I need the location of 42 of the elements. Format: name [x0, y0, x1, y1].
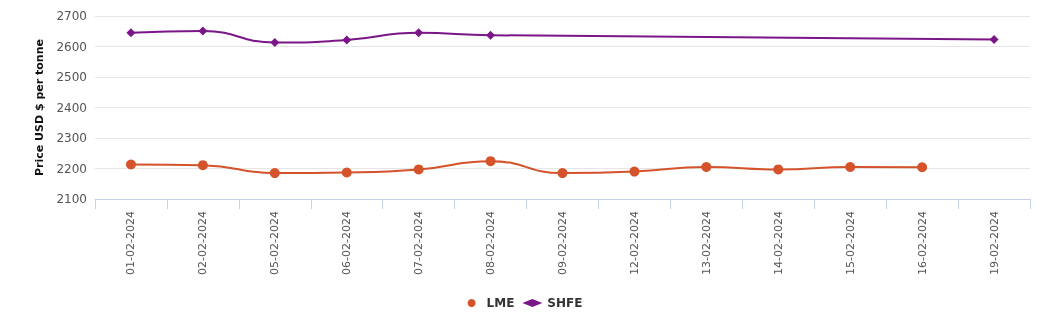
point [269, 168, 280, 179]
point [917, 162, 928, 173]
y-tick-label: 2200 [56, 161, 87, 176]
x-tick-label: 06-02-2024 [340, 211, 354, 275]
y-axis-title: Price USD $ per tonne [33, 39, 46, 176]
point [989, 34, 999, 44]
x-tick-label: 09-02-2024 [556, 211, 569, 275]
point [701, 161, 712, 172]
point [845, 161, 856, 172]
point [413, 164, 424, 175]
point [198, 26, 208, 36]
point [342, 35, 352, 45]
point [485, 156, 496, 167]
point [486, 30, 496, 40]
point [414, 28, 424, 38]
point [270, 38, 280, 48]
point [126, 28, 136, 38]
y-tick-label: 2400 [56, 100, 87, 115]
x-tick-label: 08-02-2024 [484, 211, 498, 275]
y-tick-label: 2600 [56, 39, 87, 54]
x-tick-label: 07-02-2024 [412, 211, 426, 275]
x-tick-label: 12-02-2024 [627, 211, 641, 275]
point [125, 159, 136, 170]
point [557, 168, 568, 179]
x-tick-label: 16-02-2024 [915, 211, 929, 275]
point [197, 160, 208, 171]
x-tick-label: 14-02-2024 [771, 211, 785, 275]
x-tick-label: 02-02-2024 [196, 211, 210, 275]
x-tick-label: 01-02-2024 [124, 211, 138, 275]
y-tick-label: 2100 [56, 192, 87, 206]
legend-label: LME [486, 296, 515, 310]
y-tick-label: 2700 [56, 9, 87, 23]
x-tick-label: 15-02-2024 [843, 211, 857, 275]
y-tick-label: 2500 [56, 70, 87, 84]
point [629, 166, 640, 177]
legend-label: SHFE [547, 296, 583, 310]
x-tick-label: 13-02-2024 [699, 211, 713, 275]
point [341, 167, 352, 178]
point [773, 164, 784, 175]
y-tick-label: 2300 [56, 131, 87, 145]
x-tick-label: 19-02-2024 [987, 211, 1001, 275]
x-tick-label: 05-02-2024 [268, 211, 282, 275]
